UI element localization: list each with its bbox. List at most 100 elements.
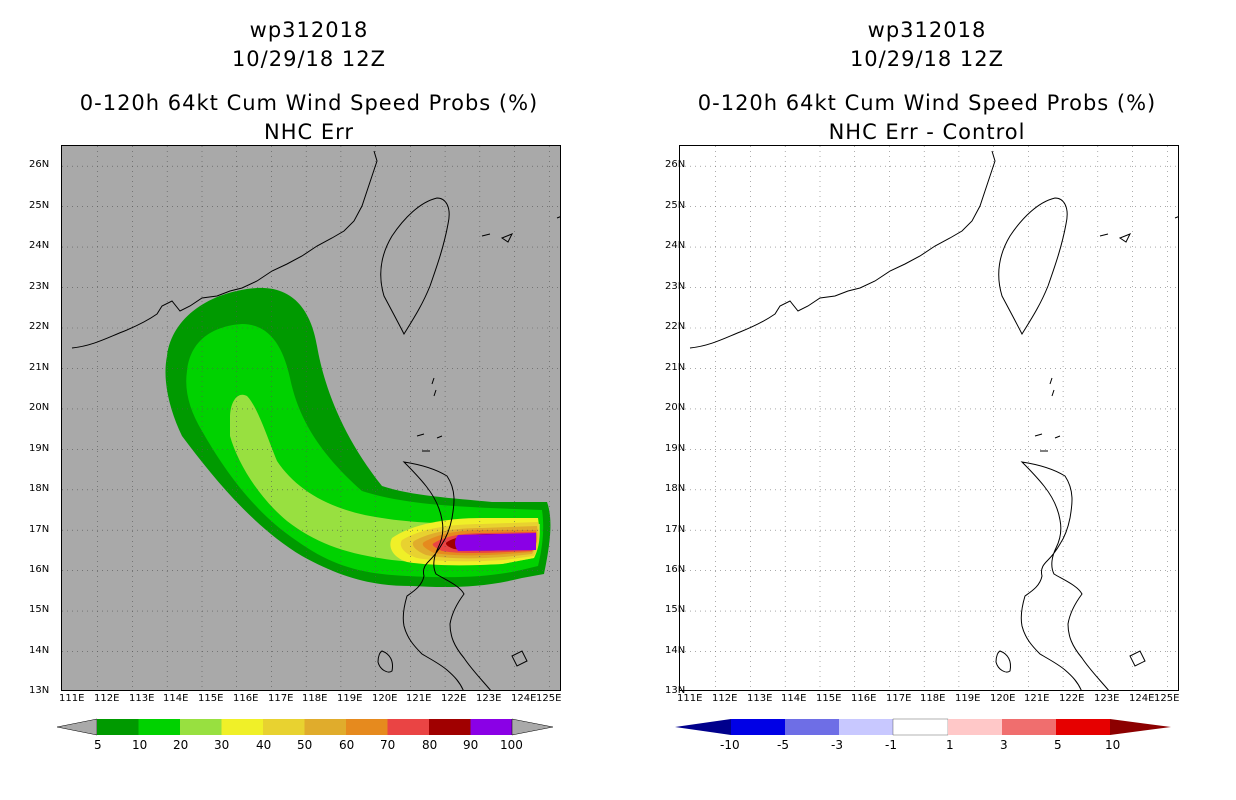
lat-label: 25N bbox=[665, 200, 686, 211]
colorbar-bin bbox=[387, 719, 429, 735]
lat-label: 24N bbox=[29, 240, 50, 251]
lon-label: 122E bbox=[441, 693, 467, 704]
lon-label: 115E bbox=[816, 693, 842, 704]
lat-label: 18N bbox=[29, 483, 50, 494]
colorbar-bin bbox=[785, 719, 839, 735]
lat-label: 19N bbox=[665, 443, 686, 454]
lon-label: 111E bbox=[59, 693, 85, 704]
colorbar-below-triangle bbox=[675, 719, 731, 735]
product-subtitle: NHC Err bbox=[263, 120, 354, 144]
colorbar-label: -1 bbox=[885, 738, 897, 752]
colorbar-label: 50 bbox=[297, 738, 313, 752]
colorbar-bin bbox=[346, 719, 388, 735]
colorbar-label: -3 bbox=[831, 738, 843, 752]
lon-label: 113E bbox=[129, 693, 155, 704]
colorbar-bin bbox=[1056, 719, 1110, 735]
colorbar-above-triangle bbox=[1110, 719, 1171, 735]
lon-label: 111E bbox=[677, 693, 703, 704]
lat-lon-grid bbox=[62, 146, 560, 690]
colorbar-label: 60 bbox=[339, 738, 355, 752]
lat-label: 21N bbox=[665, 362, 686, 373]
colorbar-label: 5 bbox=[94, 738, 102, 752]
lon-label: 118E bbox=[920, 693, 946, 704]
babuyan bbox=[1034, 433, 1061, 452]
colorbar-label: -5 bbox=[777, 738, 789, 752]
lon-label: 118E bbox=[302, 693, 328, 704]
lon-label: 120E bbox=[372, 693, 398, 704]
lon-label: 123E bbox=[1094, 693, 1120, 704]
lon-label: 121E bbox=[406, 693, 432, 704]
colorbar-label: 1 bbox=[946, 738, 954, 752]
difference-map bbox=[679, 145, 1179, 691]
lat-label: 19N bbox=[29, 443, 50, 454]
colorbar-label: 20 bbox=[173, 738, 189, 752]
batanes bbox=[1049, 377, 1055, 397]
product-title: 0-120h 64kt Cum Wind Speed Probs (%) bbox=[79, 91, 539, 115]
luzon bbox=[402, 461, 491, 690]
difference-colorbar bbox=[675, 718, 1171, 736]
lat-label: 15N bbox=[29, 604, 50, 615]
colorbar-below-triangle bbox=[57, 718, 98, 736]
lat-label: 17N bbox=[29, 524, 50, 535]
batanes bbox=[431, 377, 437, 397]
lon-label: 125E bbox=[536, 693, 562, 704]
colorbar-bin bbox=[304, 719, 346, 735]
coastlines bbox=[689, 150, 1178, 690]
colorbar-label: 30 bbox=[214, 738, 230, 752]
colorbar-bin bbox=[263, 719, 305, 735]
catanduanes bbox=[1129, 650, 1146, 667]
left-panel: wp312018 10/29/18 12Z 0-120h 64kt Cum Wi… bbox=[29, 18, 562, 752]
colorbar-bin bbox=[731, 719, 785, 735]
colorbar-bin bbox=[470, 719, 512, 735]
lat-label: 26N bbox=[665, 159, 686, 170]
taiwan bbox=[380, 197, 450, 336]
lat-lon-grid bbox=[680, 146, 1178, 690]
lat-label: 15N bbox=[665, 604, 686, 615]
right-panel: wp312018 10/29/18 12Z 0-120h 64kt Cum Wi… bbox=[618, 0, 1236, 800]
ryukyu bbox=[481, 216, 560, 243]
lon-label: 112E bbox=[94, 693, 120, 704]
lon-label: 116E bbox=[233, 693, 259, 704]
storm-id: wp312018 bbox=[249, 18, 369, 42]
lat-label: 16N bbox=[29, 564, 50, 575]
lat-label: 18N bbox=[665, 483, 686, 494]
forecast-datetime: 10/29/18 12Z bbox=[849, 47, 1005, 71]
colorbar-bin bbox=[97, 719, 139, 735]
colorbar-bin bbox=[1002, 719, 1056, 735]
taiwan bbox=[998, 197, 1068, 336]
colorbar-bin bbox=[180, 719, 222, 735]
lat-label: 22N bbox=[29, 321, 50, 332]
difference-map-svg bbox=[680, 146, 1178, 690]
lon-label: 120E bbox=[990, 693, 1016, 704]
prob-swath-20 bbox=[230, 394, 540, 565]
lat-label: 20N bbox=[29, 402, 50, 413]
lat-label: 25N bbox=[29, 200, 50, 211]
mindoro bbox=[377, 650, 393, 673]
lon-label: 123E bbox=[476, 693, 502, 704]
lon-label: 113E bbox=[747, 693, 773, 704]
product-subtitle: NHC Err - Control bbox=[828, 120, 1026, 144]
china-coast bbox=[71, 150, 378, 349]
colorbar-label: 100 bbox=[500, 738, 523, 752]
lat-label: 14N bbox=[29, 645, 50, 656]
lon-label: 117E bbox=[268, 693, 294, 704]
lat-label: 16N bbox=[665, 564, 686, 575]
lat-label: 26N bbox=[29, 159, 50, 170]
lon-label: 114E bbox=[163, 693, 189, 704]
prob-swath-90 bbox=[455, 533, 536, 551]
lon-label: 119E bbox=[337, 693, 363, 704]
lat-label: 23N bbox=[29, 281, 50, 292]
lon-label: 122E bbox=[1059, 693, 1085, 704]
colorbar-label: 90 bbox=[463, 738, 479, 752]
lon-label: 124E bbox=[1129, 693, 1155, 704]
colorbar-bin bbox=[138, 719, 180, 735]
colorbar-label: 5 bbox=[1054, 738, 1062, 752]
colorbar-bin bbox=[948, 719, 1002, 735]
probability-map-svg bbox=[62, 146, 560, 690]
lat-label: 24N bbox=[665, 240, 686, 251]
colorbar-label: 70 bbox=[380, 738, 396, 752]
lat-label: 20N bbox=[665, 402, 686, 413]
luzon bbox=[1020, 461, 1109, 690]
lat-label: 22N bbox=[665, 321, 686, 332]
lat-label: 14N bbox=[665, 645, 686, 656]
